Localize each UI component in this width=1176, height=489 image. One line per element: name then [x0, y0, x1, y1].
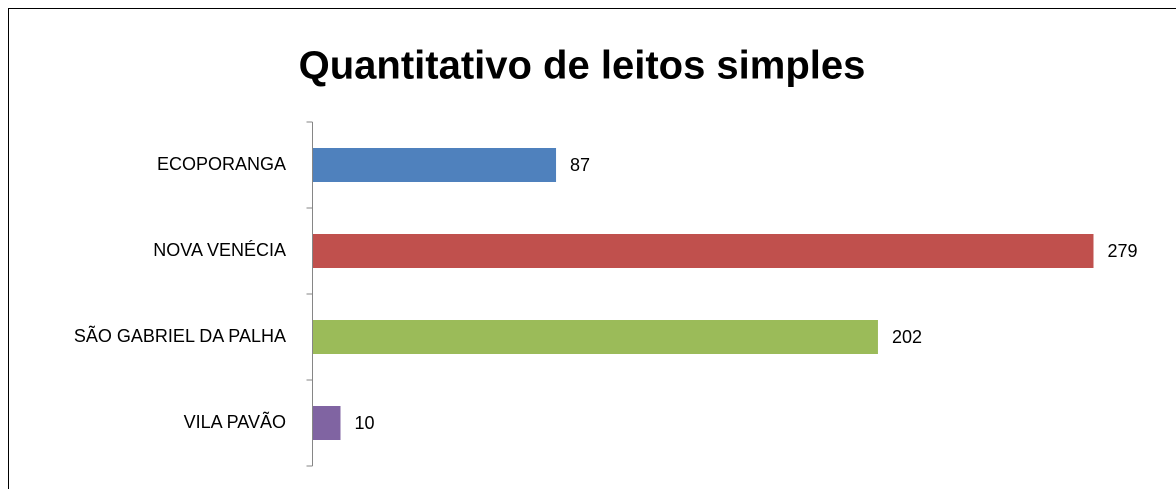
- value-label: 87: [570, 155, 590, 175]
- category-label: SÃO GABRIEL DA PALHA: [74, 325, 286, 346]
- value-label: 10: [354, 413, 374, 433]
- chart-title: Quantitativo de leitos simples: [299, 44, 866, 88]
- value-label: 202: [892, 327, 922, 347]
- bar: [313, 320, 878, 354]
- category-label: VILA PAVÃO: [184, 411, 286, 432]
- bar: [313, 406, 341, 440]
- value-label: 279: [1108, 241, 1138, 261]
- bar: [313, 148, 557, 182]
- bar: [313, 234, 1094, 268]
- category-label: NOVA VENÉCIA: [153, 240, 286, 260]
- category-label: ECOPORANGA: [157, 154, 286, 174]
